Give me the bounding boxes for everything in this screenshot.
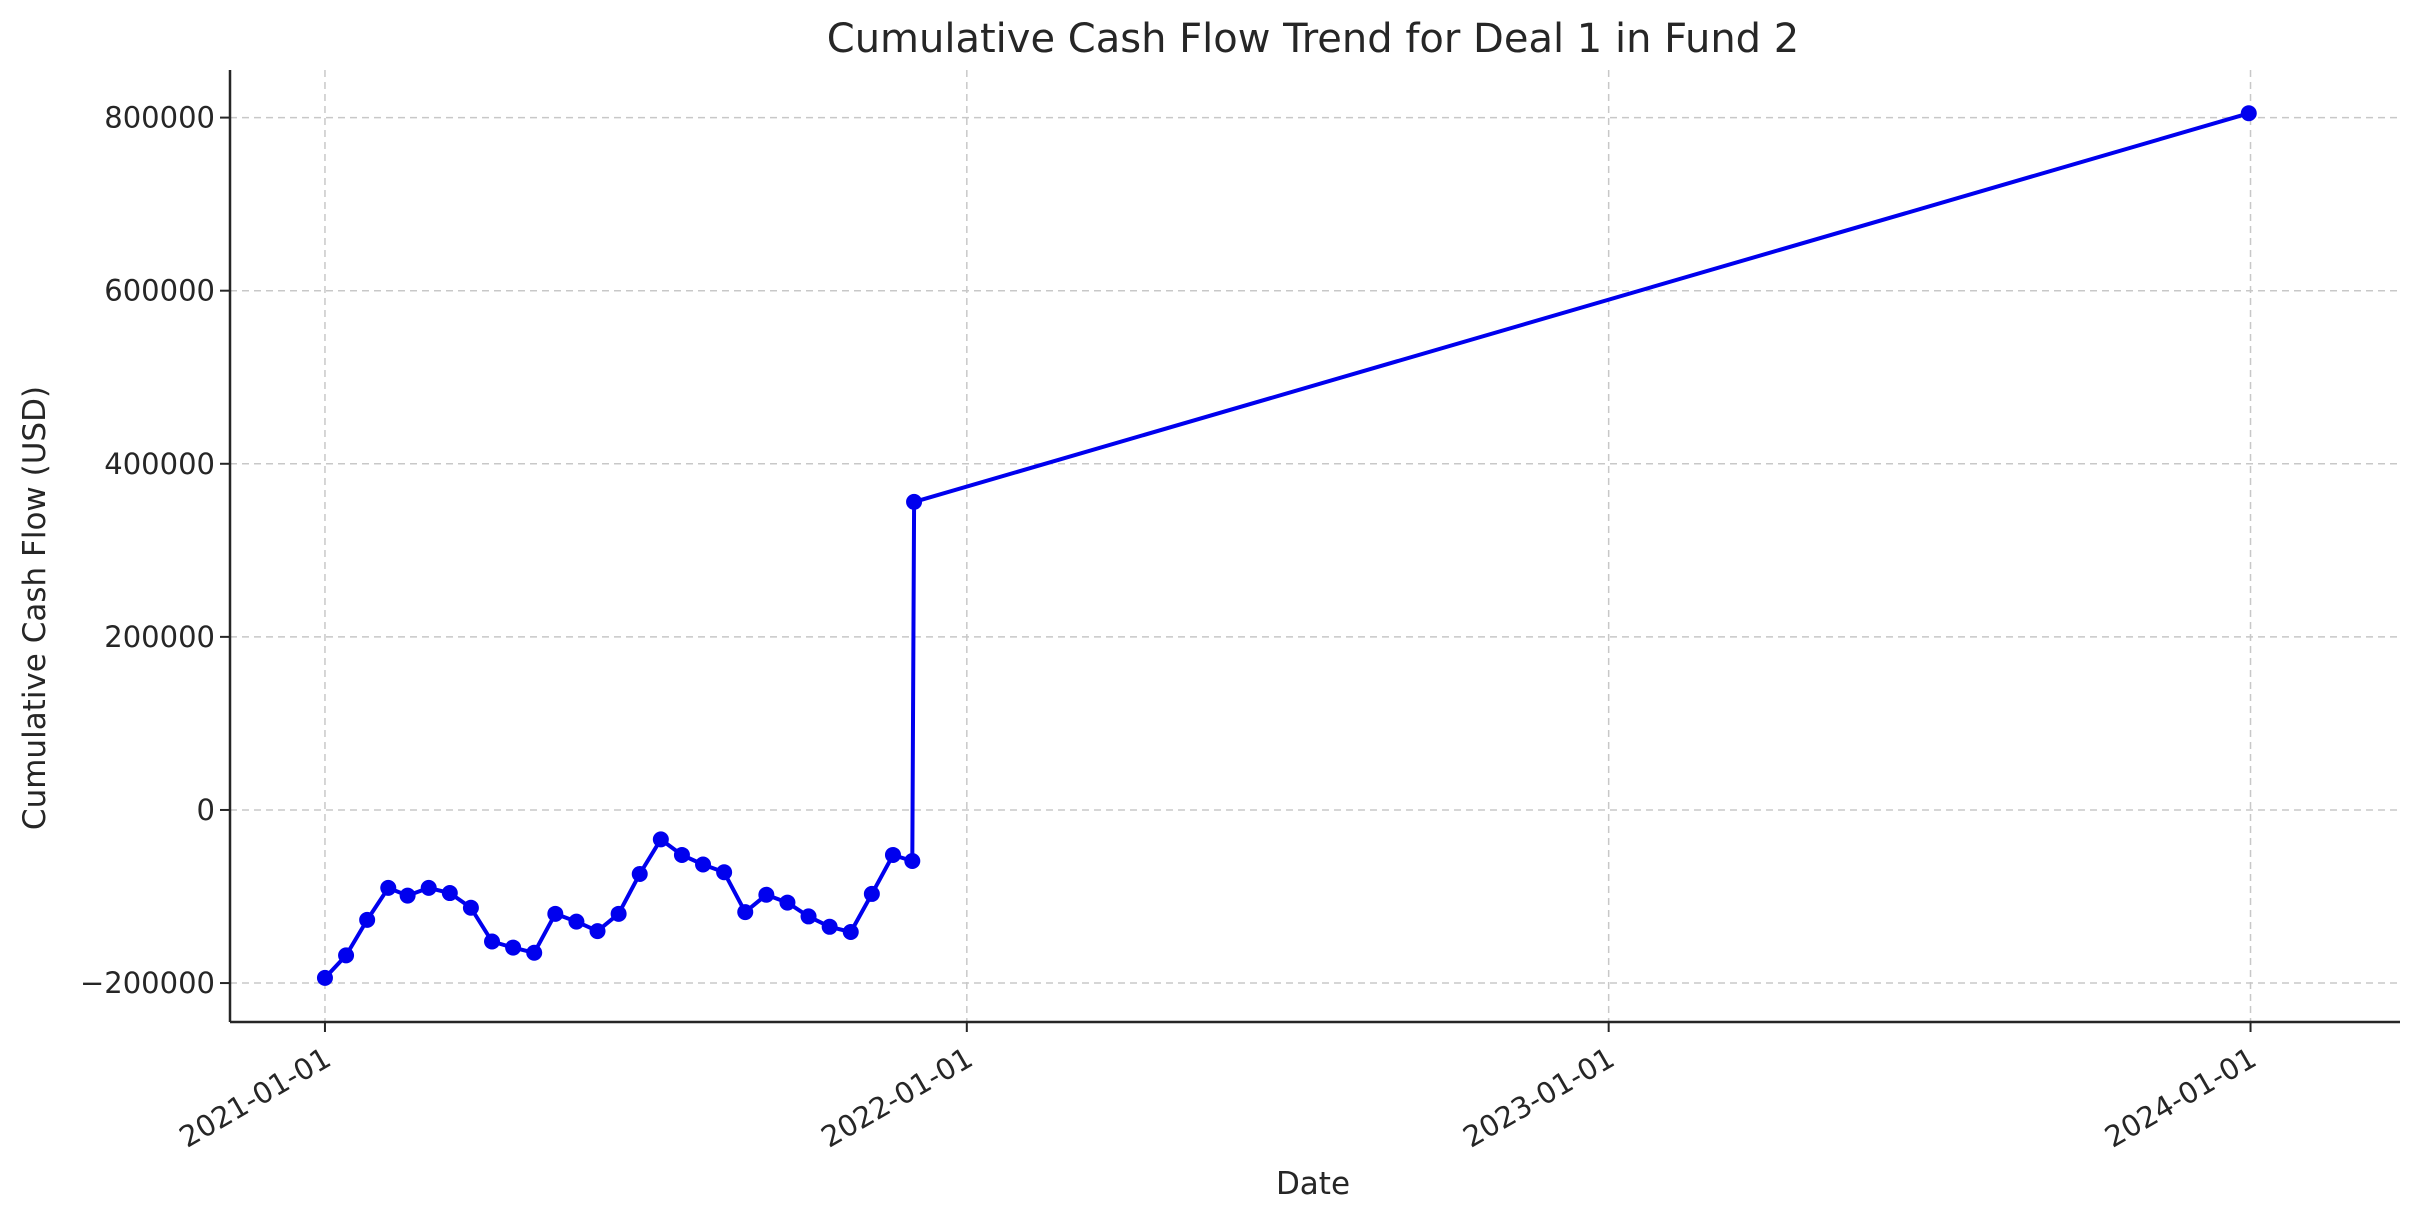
data-point	[441, 885, 458, 902]
y-tick-label: 200000	[104, 620, 215, 654]
data-point	[2240, 105, 2257, 122]
data-point	[906, 493, 923, 510]
y-tick-label: 800000	[104, 101, 215, 135]
data-point	[316, 969, 333, 986]
data-point	[716, 864, 733, 881]
data-point	[737, 904, 754, 921]
data-point	[800, 908, 817, 925]
data-point	[779, 894, 796, 911]
data-point	[673, 846, 690, 863]
data-point	[589, 923, 606, 940]
data-point	[399, 887, 416, 904]
y-tick-label: 400000	[104, 447, 215, 481]
y-axis-ticks: −200000 0 200000 400000 600000 800000	[80, 101, 230, 1000]
data-point	[631, 866, 648, 883]
data-point	[462, 899, 479, 916]
gridlines	[230, 70, 2400, 1022]
data-point	[359, 911, 376, 928]
data-point	[338, 947, 355, 964]
data-point	[904, 853, 921, 870]
chart-title: Cumulative Cash Flow Trend for Deal 1 in…	[827, 16, 1799, 62]
x-axis-label: Date	[1276, 1166, 1350, 1202]
data-point	[610, 905, 627, 922]
y-tick-label: −200000	[80, 966, 215, 1000]
data-point	[568, 913, 585, 930]
series-layer	[316, 105, 2257, 986]
data-point	[380, 879, 397, 896]
data-point	[526, 944, 543, 961]
y-axis-label: Cumulative Cash Flow (USD)	[17, 386, 53, 830]
data-point	[842, 923, 859, 940]
data-point	[547, 905, 564, 922]
data-point	[652, 831, 669, 848]
axes	[228, 70, 2400, 1024]
data-point	[484, 933, 501, 950]
data-point	[695, 856, 712, 873]
data-point	[420, 879, 437, 896]
data-point	[505, 939, 522, 956]
y-tick-label: 600000	[104, 274, 215, 308]
data-point	[821, 918, 838, 935]
data-point	[758, 886, 775, 903]
data-point	[863, 885, 880, 902]
data-point	[884, 846, 901, 863]
y-tick-label: 0	[197, 793, 215, 827]
